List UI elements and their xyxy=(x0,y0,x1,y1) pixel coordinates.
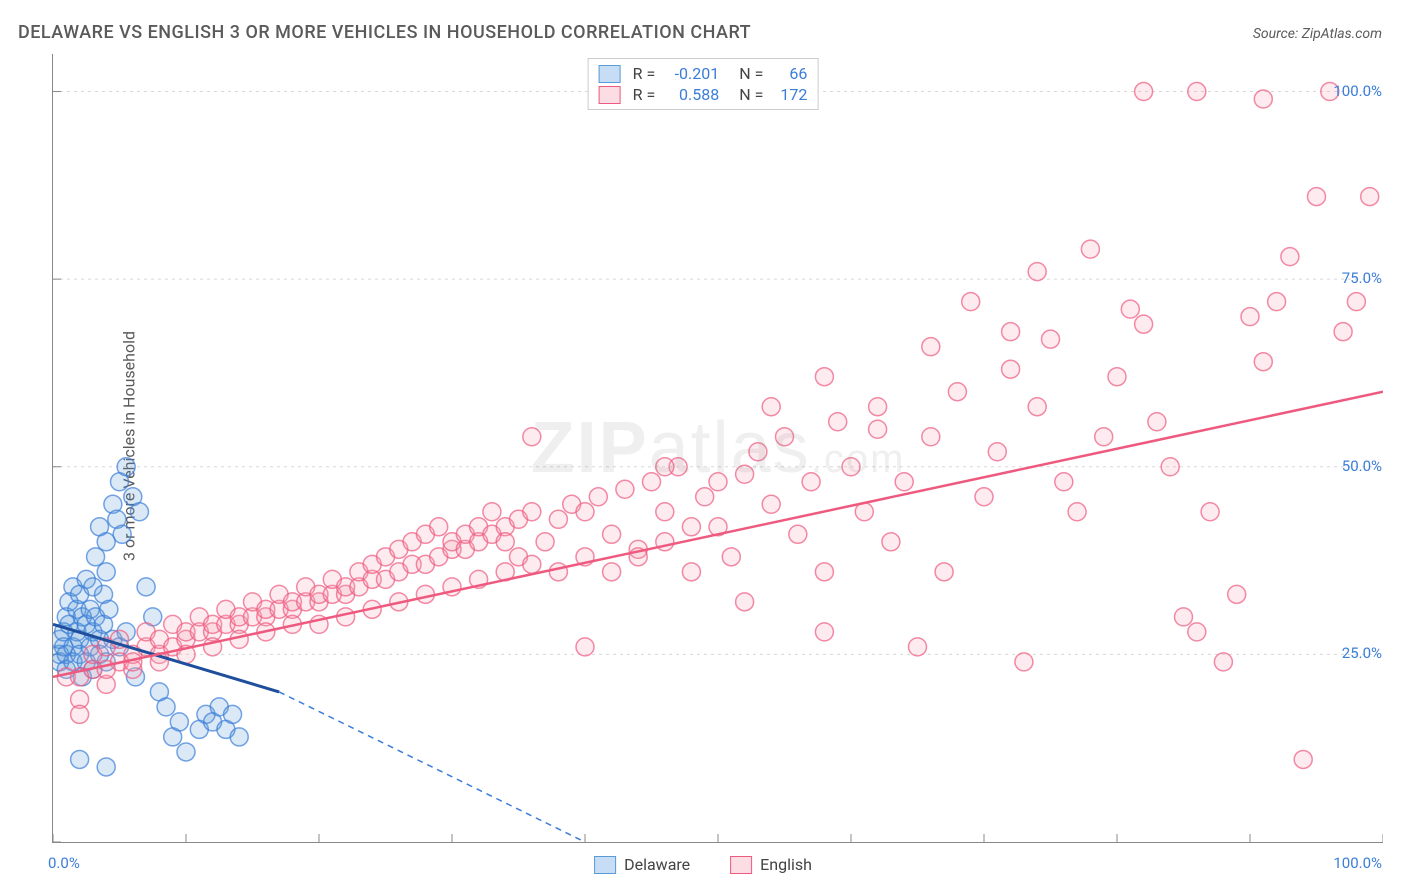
y-tick-100: 100.0% xyxy=(1333,82,1382,100)
swatch-delaware xyxy=(599,65,621,83)
legend-row-delaware: R = -0.201 N = 66 xyxy=(599,63,808,84)
x-tick-100: 100.0% xyxy=(1333,854,1382,872)
legend-item-english: English xyxy=(730,855,812,874)
plot-area: ZIPatlas.com xyxy=(52,54,1383,843)
y-tick-75: 75.0% xyxy=(1342,269,1382,287)
legend-label-english: English xyxy=(760,855,812,874)
legend-row-english: R = 0.588 N = 172 xyxy=(599,84,808,105)
plot-svg xyxy=(53,54,1383,842)
legend-item-delaware: Delaware xyxy=(594,855,690,874)
n-label: N = xyxy=(739,64,763,83)
n-value-delaware: 66 xyxy=(771,64,807,83)
n-value-english: 172 xyxy=(771,85,807,104)
y-tick-50: 50.0% xyxy=(1342,457,1382,475)
swatch-english xyxy=(730,856,752,874)
n-label: N = xyxy=(739,85,763,104)
y-tick-25: 25.0% xyxy=(1342,644,1382,662)
r-value-delaware: -0.201 xyxy=(663,64,719,83)
r-label: R = xyxy=(633,64,656,83)
r-value-english: 0.588 xyxy=(663,85,719,104)
chart-container: DELAWARE VS ENGLISH 3 OR MORE VEHICLES I… xyxy=(0,0,1406,892)
series-legend: Delaware English xyxy=(594,855,812,874)
correlation-legend: R = -0.201 N = 66 R = 0.588 N = 172 xyxy=(588,58,819,110)
r-label: R = xyxy=(633,85,656,104)
swatch-english xyxy=(599,86,621,104)
source-label: Source: ZipAtlas.com xyxy=(1253,26,1382,42)
swatch-delaware xyxy=(594,856,616,874)
x-tick-0: 0.0% xyxy=(48,854,80,872)
legend-label-delaware: Delaware xyxy=(624,855,690,874)
chart-title: DELAWARE VS ENGLISH 3 OR MORE VEHICLES I… xyxy=(18,22,751,43)
